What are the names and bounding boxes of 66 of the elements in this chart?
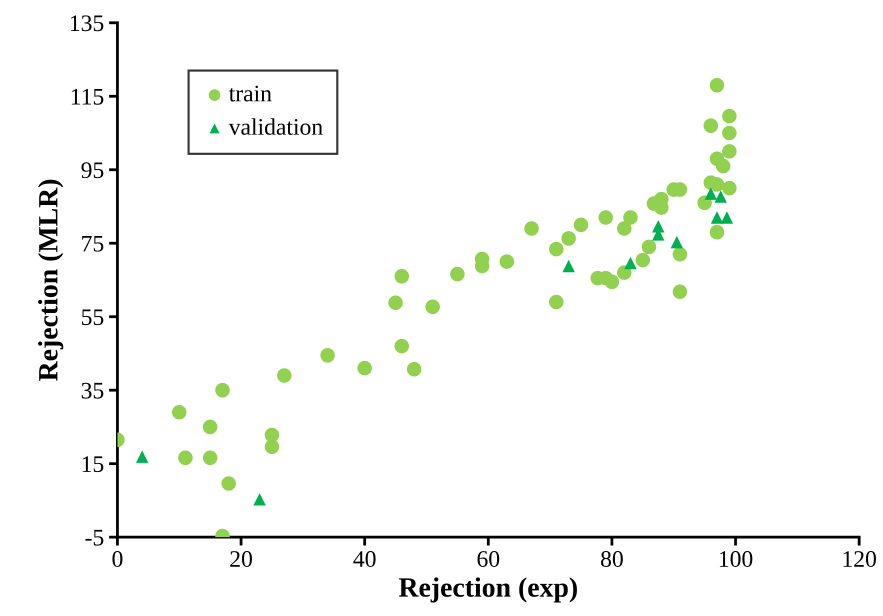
point (524, 221, 539, 236)
point (704, 187, 718, 200)
x-tick-label: 80 (601, 551, 623, 567)
y-tick-label: 35 (82, 382, 104, 399)
y-tick-label: 75 (82, 236, 104, 252)
point (716, 158, 730, 174)
point (710, 224, 724, 240)
x-axis-title: Rejection (exp) (398, 577, 577, 603)
legend-label: train (228, 86, 272, 102)
point (642, 240, 656, 254)
y-axis-title: Rejection (MLR) (38, 180, 64, 381)
point (320, 348, 335, 363)
point (604, 274, 620, 290)
point (561, 231, 576, 246)
point (172, 404, 187, 420)
point (722, 126, 737, 140)
point (394, 338, 410, 354)
point (710, 211, 724, 224)
y-tick-label: -5 (85, 530, 104, 546)
point (500, 254, 514, 269)
point (710, 78, 724, 93)
point (202, 420, 218, 434)
point (624, 256, 637, 270)
y-tick-label: 135 (70, 15, 104, 32)
point (253, 493, 266, 506)
point (623, 210, 638, 225)
point (277, 368, 292, 383)
point (202, 450, 218, 466)
point (388, 295, 403, 310)
point (221, 476, 236, 491)
point (574, 218, 588, 232)
x-tick-label: 20 (230, 551, 252, 567)
point (562, 260, 575, 272)
point (714, 190, 727, 203)
point (722, 180, 737, 196)
point (672, 246, 688, 262)
y-tick-label: 55 (82, 309, 104, 326)
point (549, 294, 564, 310)
point (598, 210, 614, 225)
x-tick-label: 120 (844, 551, 876, 567)
point (722, 144, 737, 159)
point (450, 266, 465, 282)
x-tick-label: 0 (112, 551, 122, 567)
point (178, 450, 193, 466)
point (670, 236, 684, 248)
point (636, 252, 650, 268)
point (357, 360, 372, 376)
point (549, 242, 564, 256)
x-tick-label: 100 (720, 551, 752, 567)
point (616, 221, 632, 236)
x-tick-label: 40 (353, 551, 376, 567)
point (136, 450, 148, 463)
point (264, 439, 280, 454)
point (704, 118, 718, 133)
point (425, 300, 440, 314)
y-tick-label: 115 (72, 88, 104, 105)
x-tick-label: 60 (478, 551, 500, 567)
point (720, 211, 734, 224)
legend-label: validation (228, 118, 323, 135)
point (722, 108, 737, 124)
point (406, 362, 422, 377)
y-tick-label: 15 (82, 456, 104, 472)
y-tick-label: 95 (81, 162, 104, 178)
point (672, 284, 688, 300)
point (215, 382, 230, 398)
point (394, 269, 410, 284)
